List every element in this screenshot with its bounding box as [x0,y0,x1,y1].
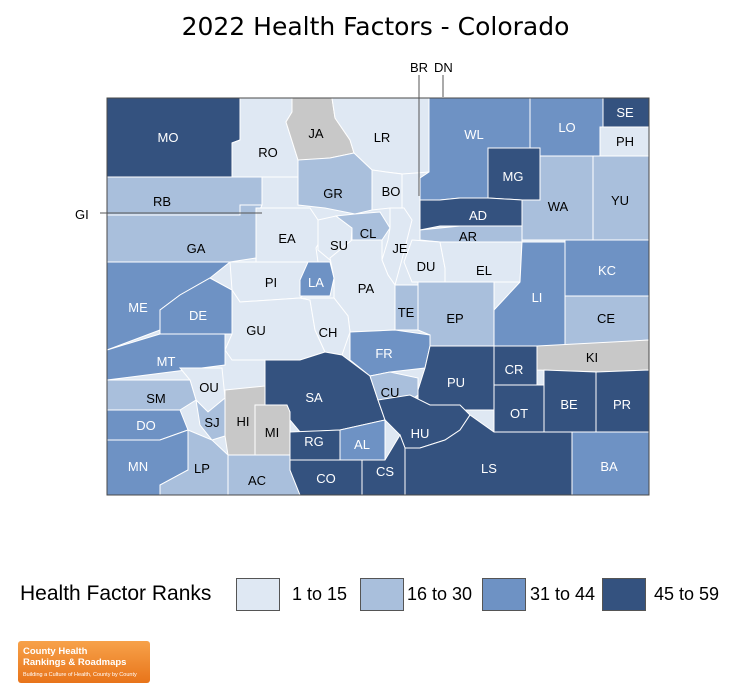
logo-line-2: Rankings & Roadmaps [23,657,127,668]
br-outside-label: BR [410,60,428,75]
county-label-sj: SJ [204,415,219,430]
county-label-su: SU [330,238,348,253]
legend-swatch-2 [360,578,404,611]
county-label-mo: MO [158,130,179,145]
county-cl [334,211,391,241]
county-label-lr: LR [374,130,391,145]
county-gr [297,152,373,215]
county-label-sm: SM [146,391,166,406]
county-label-wa: WA [548,199,569,214]
county-la [299,261,335,297]
county-label-al: AL [354,437,370,452]
county-label-mt: MT [157,354,176,369]
county-label-ea: EA [278,231,296,246]
county-label-do: DO [136,418,156,433]
county-label-ch: CH [319,325,338,340]
county-label-pr: PR [613,397,631,412]
county-label-hi: HI [237,414,250,429]
county-label-ou: OU [199,380,219,395]
county-label-ac: AC [248,473,266,488]
county-health-rankings-logo: County Health Rankings & Roadmaps Buildin… [18,641,150,683]
county-label-pu: PU [447,375,465,390]
county-label-se: SE [616,105,634,120]
county-label-te: TE [398,305,415,320]
county-label-be: BE [560,397,578,412]
county-label-lp: LP [194,461,210,476]
state-outline [106,97,650,496]
county-label-ro: RO [258,145,278,160]
county-label-rg: RG [304,434,324,449]
county-label-cs: CS [376,464,394,479]
county-label-el: EL [476,263,492,278]
legend-swatch-4 [602,578,646,611]
county-label-ba: BA [600,459,618,474]
county-label-mg: MG [503,169,524,184]
county-label-kc: KC [598,263,616,278]
county-label-ph: PH [616,134,634,149]
county-label-bo: BO [382,184,401,199]
county-label-cr: CR [505,362,524,377]
gi-outside-label: GI [75,207,89,222]
county-label-sa: SA [305,390,323,405]
legend-label-3: 31 to 44 [530,584,596,604]
county-label-fr: FR [375,346,392,361]
county-label-mn: MN [128,459,148,474]
logo-tagline: Building a Culture of Health, County by … [23,672,137,678]
county-label-du: DU [417,259,436,274]
county-label-gu: GU [246,323,266,338]
county-label-de: DE [189,308,207,323]
county-label-li: LI [532,290,543,305]
county-label-gr: GR [323,186,343,201]
county-label-rb: RB [153,194,171,209]
logo-line-1: County Health [23,646,88,657]
county-label-mi: MI [265,425,279,440]
legend-label-4: 45 to 59 [654,584,720,604]
legend-label-1: 1 to 15 [292,584,348,604]
county-label-lo: LO [558,120,575,135]
legend-title: Health Factor Ranks [20,582,212,605]
map-title: 2022 Health Factors - Colorado [181,12,570,41]
county-label-hu: HU [411,426,430,441]
county-rb [106,176,263,216]
county-label-ce: CE [597,311,615,326]
county-label-me: ME [128,300,148,315]
legend-label-2: 16 to 30 [407,584,473,604]
county-label-la: LA [308,275,324,290]
county-label-ga: GA [187,241,206,256]
county-label-cu: CU [381,385,400,400]
county-ro [231,97,299,191]
county-label-ki: KI [586,350,598,365]
legend-swatch-1 [236,578,280,611]
legend-swatch-3 [482,578,526,611]
county-label-ja: JA [308,126,324,141]
county-label-ar: AR [459,229,477,244]
county-label-ad: AD [469,208,487,223]
county-label-yu: YU [611,193,629,208]
county-label-co: CO [316,471,336,486]
dn-outside-label: DN [434,60,453,75]
county-label-wl: WL [464,127,484,142]
county-label-pa: PA [358,281,375,296]
county-label-je: JE [392,241,408,256]
county-label-pi: PI [265,275,277,290]
county-label-ep: EP [446,311,463,326]
county-label-ls: LS [481,461,497,476]
county-label-cl: CL [360,226,377,241]
county-label-ot: OT [510,406,528,421]
